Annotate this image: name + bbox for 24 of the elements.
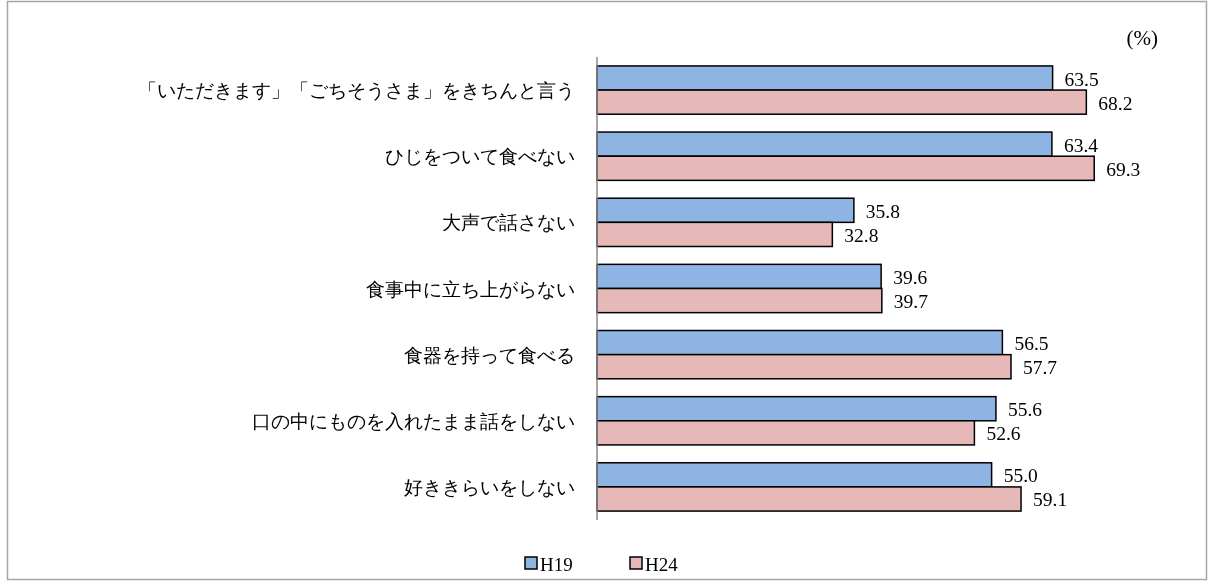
legend-label: H19 [540,553,573,575]
data-label: 55.6 [1007,399,1043,421]
data-label: 39.6 [893,266,928,288]
data-label: 69.3 [1106,158,1141,180]
data-label: 63.5 [1064,68,1099,90]
annotation: (%) [1126,26,1158,50]
data-label: 55.0 [1003,465,1038,487]
category-label: 口の中にものを入れたまま話をしない [252,411,575,432]
category-label: 食器を持って食べる [404,345,575,366]
data-label: 32.8 [844,224,879,246]
data-label: 35.8 [865,200,900,222]
data-label: 59.1 [1033,489,1068,511]
data-label: 57.7 [1023,357,1058,379]
category-label: 食事中に立ち上がらない [366,279,575,300]
category-label: ひじをついて食べない [385,147,575,168]
data-label: 39.7 [893,291,928,313]
data-label: 68.2 [1098,92,1133,114]
data-label: 63.4 [1063,134,1098,156]
data-label: 56.5 [1014,333,1049,355]
legend-label: H24 [645,553,678,575]
category-label: 大声で話さない [442,213,575,234]
data-label: 52.6 [986,423,1021,445]
category-label: 好ききらいをしない [404,477,575,498]
category-label: 「いただきます」「ごちそうさま」をきちんと言う [138,81,575,102]
